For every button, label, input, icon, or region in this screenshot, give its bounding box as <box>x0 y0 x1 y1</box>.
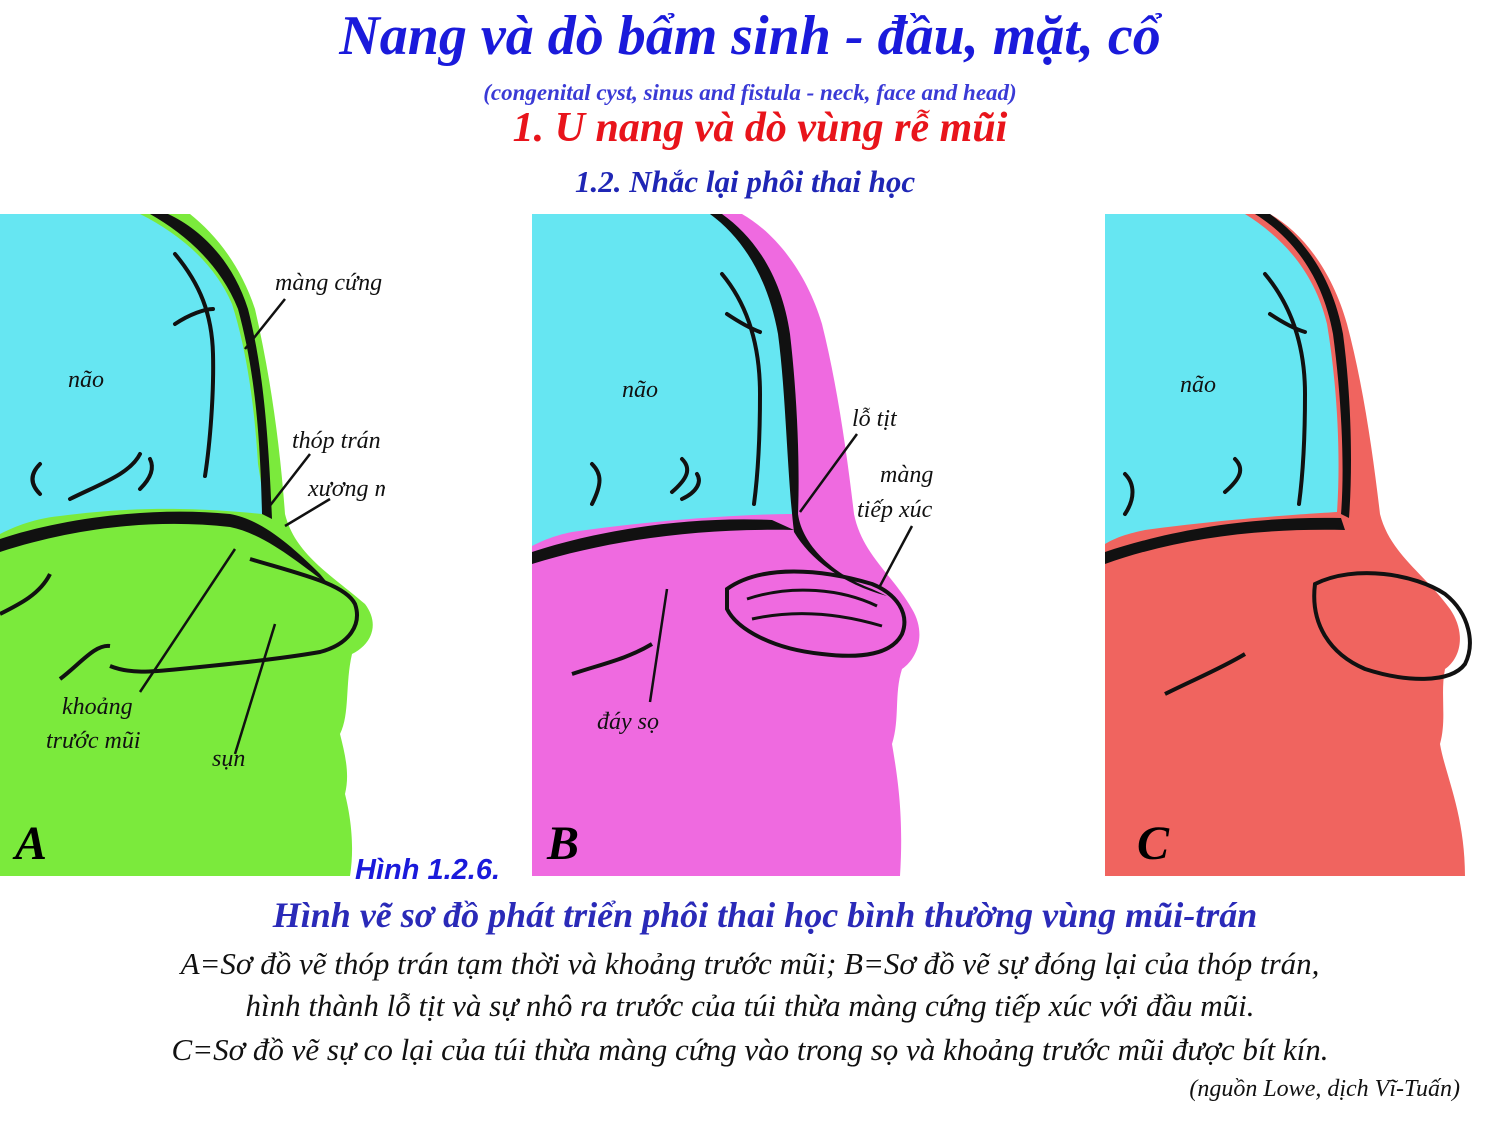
panel-b-label-dura-contact-1: màng cứng <box>880 462 937 488</box>
figure-title: Hình vẽ sơ đồ phát triển phôi thai học b… <box>272 895 1258 935</box>
panel-b-brain <box>532 214 794 546</box>
caption-line-3: C=Sơ đồ vẽ sự co lại của túi thừa màng c… <box>171 1032 1329 1067</box>
panel-a-label-prenasal-space-2: trước mũi <box>46 728 141 754</box>
panel-b-letter: B <box>546 817 579 870</box>
slide-title: Nang và dò bẩm sinh - đầu, mặt, cổ <box>339 5 1161 67</box>
figure-source: (nguồn Lowe, dịch Vĩ-Tuấn) <box>1189 1076 1460 1102</box>
panel-b-label-dura-contact-2: tiếp xúc với da <box>857 497 937 523</box>
caption-line-2: hình thành lỗ tịt và sự nhô ra trước của… <box>245 988 1255 1023</box>
panel-a-letter: A <box>12 817 47 870</box>
panel-a-label-prenasal-space-1: khoảng <box>62 694 133 720</box>
panel-b-diagram: não lỗ tịt màng cứng tiếp xúc với da đáy… <box>532 214 937 876</box>
panel-c-letter: C <box>1137 817 1170 870</box>
panel-a-label-cartilage: sụn <box>212 746 245 772</box>
panel-a-brain <box>0 214 264 534</box>
section-heading: 1. U nang và dò vùng rễ mũi <box>512 105 1008 151</box>
slide-subtitle: (congenital cyst, sinus and fistula - ne… <box>483 80 1017 105</box>
panel-a-label-brain: não <box>68 367 104 393</box>
figure-number: Hình 1.2.6. <box>355 854 501 886</box>
panel-a-label-dura: màng cứng <box>275 270 382 296</box>
panel-c-diagram: não C <box>1105 214 1490 876</box>
caption-line-1: A=Sơ đồ vẽ thóp trán tạm thời và khoảng … <box>180 946 1320 981</box>
panel-b-label-foramen-cecum: lỗ tịt <box>852 406 898 432</box>
panel-b-label-skull-base: đáy sọ <box>597 709 659 735</box>
panel-a-label-fontanelle: thóp trán <box>292 428 381 454</box>
panel-a-label-nasal-bone: xương mũi <box>307 476 385 502</box>
panel-a-diagram: não màng cứng thóp trán xương mũi khoảng… <box>0 214 385 876</box>
panel-b-label-brain: não <box>622 377 658 403</box>
subsection-heading: 1.2. Nhắc lại phôi thai học <box>575 164 916 199</box>
panel-c-label-brain: não <box>1180 372 1216 398</box>
